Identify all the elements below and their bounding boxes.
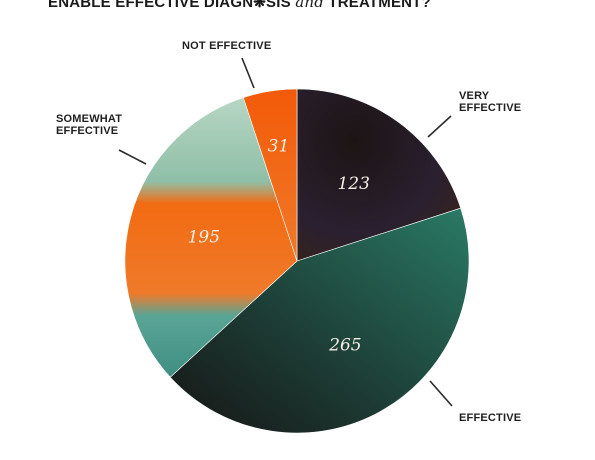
leader-line-very-effective <box>427 115 452 138</box>
pie-value-label-very-effective: 123 <box>337 174 369 194</box>
leader-line-somewhat-effective <box>118 149 147 165</box>
pie-value-label-not-effective: 31 <box>268 137 290 157</box>
callout-line: SOMEWHAT <box>56 113 123 125</box>
leader-line-not-effective <box>241 57 255 89</box>
callout-line: EFFECTIVE <box>459 102 522 114</box>
callout-label-somewhat-effective: SOMEWHAT EFFECTIVE <box>56 113 122 137</box>
pie-slice-not-effective <box>242 88 298 262</box>
callout-line: EFFECTIVE <box>459 412 522 424</box>
pie-slice-effective <box>169 207 470 434</box>
callout-label-not-effective: NOT EFFECTIVE <box>182 40 271 52</box>
pie-value-label-effective: 265 <box>328 335 361 355</box>
pie-slice-somewhat-effective <box>124 97 298 378</box>
chart-title: ENABLE EFFECTIVE DIAGN❋SIS and TREATMENT… <box>48 0 431 11</box>
callout-line: VERY <box>459 90 490 102</box>
asterisk-glyph-icon: ❋ <box>253 0 267 11</box>
pie-value-label-somewhat-effective: 195 <box>188 228 220 248</box>
callout-label-very-effective: VERY EFFECTIVE <box>459 90 521 114</box>
leader-line-effective <box>429 380 453 407</box>
pie-slice-very-effective <box>296 88 462 262</box>
callout-label-effective: EFFECTIVE <box>459 412 521 424</box>
callout-line: EFFECTIVE <box>56 125 119 137</box>
callout-line: NOT EFFECTIVE <box>182 40 272 52</box>
